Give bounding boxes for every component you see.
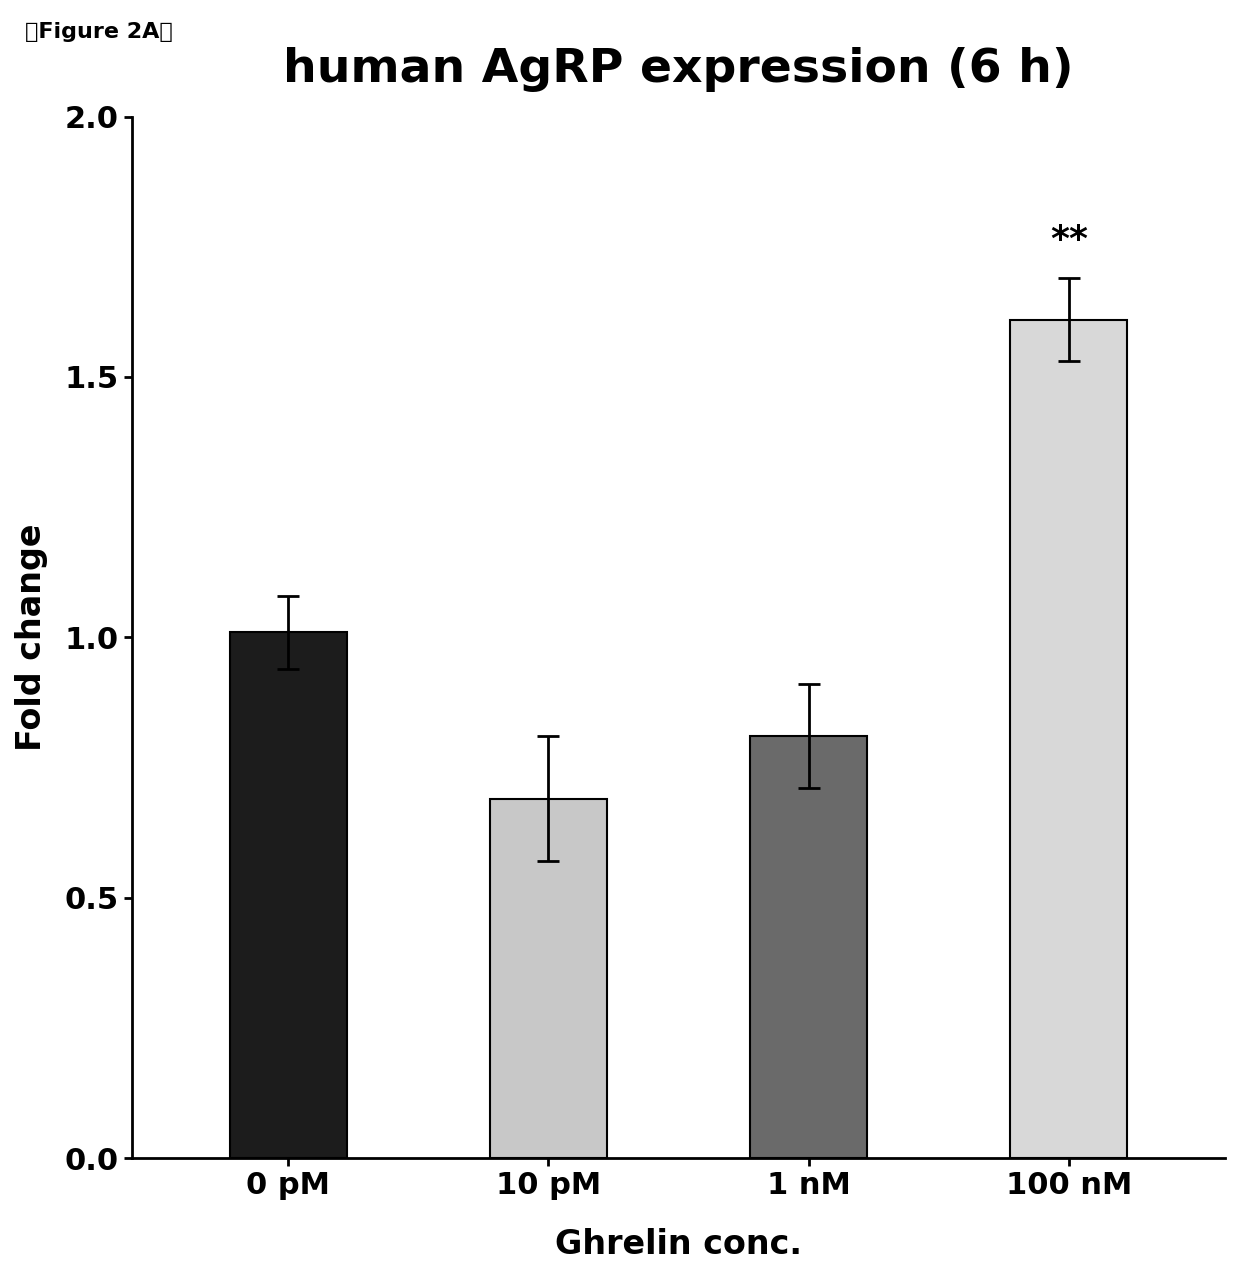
Bar (1011, 320, 1127, 1159)
Bar (490, 799, 606, 1159)
Bar (750, 736, 867, 1159)
Text: **: ** (1050, 223, 1087, 258)
Title: human AgRP expression (6 h): human AgRP expression (6 h) (283, 47, 1074, 92)
Bar (229, 632, 347, 1159)
Y-axis label: Fold change: Fold change (15, 523, 48, 752)
X-axis label: Ghrelin conc.: Ghrelin conc. (556, 1228, 802, 1261)
Text: 『Figure 2A』: 『Figure 2A』 (25, 22, 172, 42)
